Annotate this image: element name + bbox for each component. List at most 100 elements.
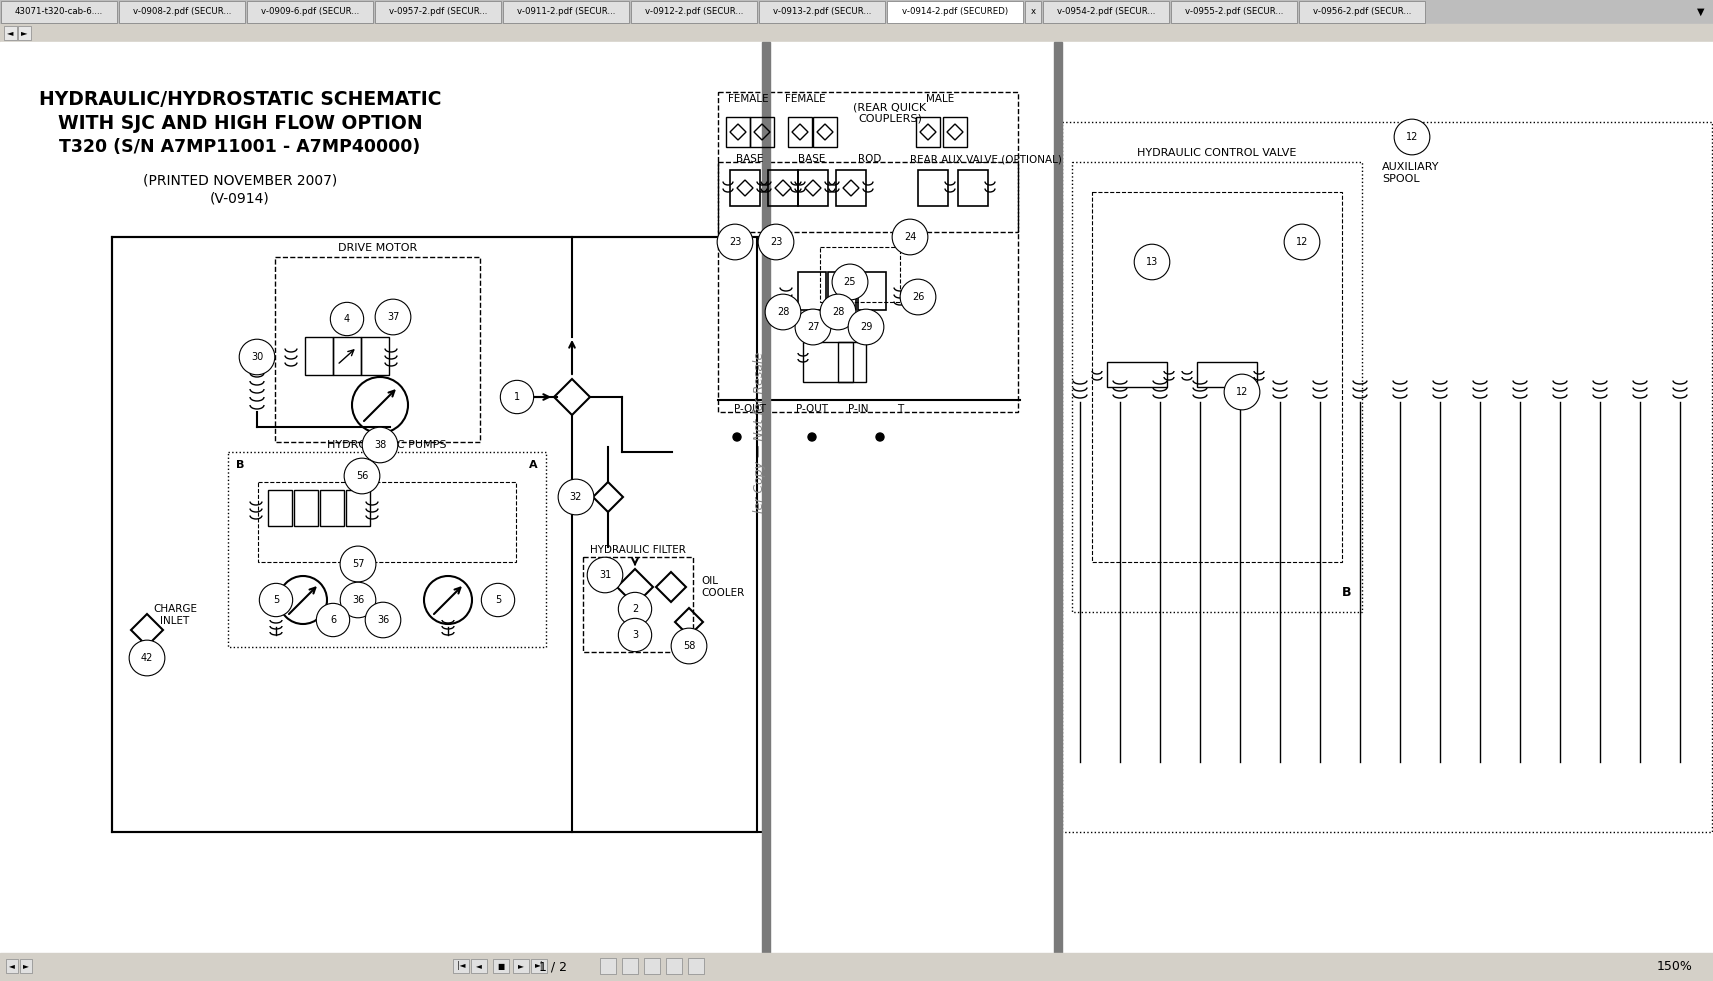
- Circle shape: [809, 433, 815, 441]
- Text: v-0912-2.pdf (SECUR...: v-0912-2.pdf (SECUR...: [644, 8, 743, 17]
- Text: DRIVE MOTOR: DRIVE MOTOR: [337, 243, 418, 253]
- Bar: [21, 959, 33, 973]
- Bar: [798, 170, 827, 206]
- Bar: [1043, 1, 1168, 23]
- Bar: [726, 117, 750, 147]
- Text: 23: 23: [769, 237, 783, 247]
- Text: WITH SJC AND HIGH FLOW OPTION: WITH SJC AND HIGH FLOW OPTION: [58, 114, 423, 133]
- Bar: [730, 170, 761, 206]
- Bar: [471, 959, 486, 973]
- Bar: [375, 1, 500, 23]
- Text: 30: 30: [250, 352, 264, 362]
- Text: v-0911-2.pdf (SECUR...: v-0911-2.pdf (SECUR...: [517, 8, 615, 17]
- Bar: [0, 0, 1713, 24]
- Text: 57: 57: [351, 559, 365, 569]
- Text: 28: 28: [776, 307, 790, 317]
- Text: HYDROSTATIC PUMPS: HYDROSTATIC PUMPS: [327, 440, 447, 450]
- Bar: [767, 170, 798, 206]
- Text: v-0908-2.pdf (SECUR...: v-0908-2.pdf (SECUR...: [134, 8, 231, 17]
- Text: 5: 5: [495, 595, 502, 605]
- Text: 12: 12: [1235, 387, 1249, 397]
- Bar: [630, 1, 757, 23]
- Text: v-0957-2.pdf (SECUR...: v-0957-2.pdf (SECUR...: [389, 8, 486, 17]
- Text: ler Copy — Not for Resale: ler Copy — Not for Resale: [754, 351, 766, 513]
- Text: 28: 28: [833, 307, 845, 317]
- Text: |◄: |◄: [457, 961, 466, 970]
- Bar: [1072, 162, 1362, 612]
- Text: 5: 5: [272, 595, 279, 605]
- Text: v-0909-6.pdf (SECUR...: v-0909-6.pdf (SECUR...: [260, 8, 360, 17]
- Bar: [821, 247, 899, 302]
- Bar: [1062, 122, 1711, 832]
- Text: ◄: ◄: [476, 961, 481, 970]
- Bar: [1298, 1, 1425, 23]
- Text: A: A: [529, 460, 538, 470]
- Bar: [19, 26, 31, 40]
- Bar: [267, 490, 291, 526]
- Text: FEMALE: FEMALE: [785, 94, 826, 104]
- Text: 38: 38: [373, 440, 385, 450]
- Text: B: B: [1343, 586, 1352, 598]
- Bar: [1091, 192, 1341, 562]
- Text: T: T: [898, 404, 903, 414]
- Text: 24: 24: [904, 232, 916, 242]
- Bar: [7, 959, 19, 973]
- Text: AUXILIARY
SPOOL: AUXILIARY SPOOL: [1382, 162, 1439, 183]
- Text: T320 (S/N A7MP11001 - A7MP40000): T320 (S/N A7MP11001 - A7MP40000): [60, 138, 421, 156]
- Bar: [836, 170, 867, 206]
- Text: 12: 12: [1295, 237, 1309, 247]
- Bar: [111, 237, 757, 832]
- Text: v-0955-2.pdf (SECUR...: v-0955-2.pdf (SECUR...: [1185, 8, 1283, 17]
- Text: P-OUT: P-OUT: [733, 404, 766, 414]
- Text: 26: 26: [911, 292, 925, 302]
- Text: 12: 12: [1406, 132, 1418, 142]
- Bar: [916, 117, 940, 147]
- Bar: [452, 959, 469, 973]
- Text: BASE: BASE: [798, 154, 826, 164]
- Text: (REAR QUICK
COUPLERS): (REAR QUICK COUPLERS): [853, 102, 927, 124]
- Text: ◄: ◄: [9, 961, 15, 970]
- Bar: [3, 26, 17, 40]
- Text: v-0954-2.pdf (SECUR...: v-0954-2.pdf (SECUR...: [1057, 8, 1155, 17]
- Bar: [2, 1, 116, 23]
- Bar: [1172, 1, 1297, 23]
- Text: v-0914-2.pdf (SECURED): v-0914-2.pdf (SECURED): [903, 8, 1007, 17]
- Text: 36: 36: [351, 595, 365, 605]
- Text: HYDRAULIC FILTER: HYDRAULIC FILTER: [589, 545, 685, 555]
- Bar: [1024, 1, 1042, 23]
- Bar: [332, 337, 361, 375]
- Text: x: x: [1031, 8, 1036, 17]
- Text: (PRINTED NOVEMBER 2007): (PRINTED NOVEMBER 2007): [142, 174, 337, 188]
- Bar: [1053, 42, 1062, 953]
- Text: 3: 3: [632, 630, 637, 640]
- Bar: [118, 1, 245, 23]
- Text: ROD: ROD: [858, 154, 882, 164]
- Text: P-IN: P-IN: [848, 404, 868, 414]
- Bar: [504, 1, 629, 23]
- Bar: [958, 170, 988, 206]
- Bar: [918, 170, 947, 206]
- Bar: [276, 257, 480, 442]
- Text: 36: 36: [377, 615, 389, 625]
- Bar: [247, 1, 373, 23]
- Bar: [295, 490, 319, 526]
- Bar: [718, 162, 1018, 232]
- Text: HYDRAULIC/HYDROSTATIC SCHEMATIC: HYDRAULIC/HYDROSTATIC SCHEMATIC: [39, 90, 442, 109]
- Bar: [305, 337, 332, 375]
- Text: 27: 27: [807, 322, 819, 332]
- Text: BASE: BASE: [737, 154, 764, 164]
- Bar: [228, 452, 546, 647]
- Text: 42: 42: [140, 653, 152, 663]
- Bar: [814, 117, 838, 147]
- Bar: [750, 117, 774, 147]
- Bar: [788, 117, 812, 147]
- Bar: [346, 490, 370, 526]
- Text: 23: 23: [728, 237, 742, 247]
- Text: ►: ►: [517, 961, 524, 970]
- Bar: [827, 272, 856, 310]
- Text: 150%: 150%: [1656, 960, 1692, 973]
- Text: 1 / 2: 1 / 2: [540, 960, 567, 973]
- Text: 56: 56: [356, 471, 368, 481]
- Bar: [0, 24, 1713, 42]
- Text: ◄: ◄: [7, 28, 14, 37]
